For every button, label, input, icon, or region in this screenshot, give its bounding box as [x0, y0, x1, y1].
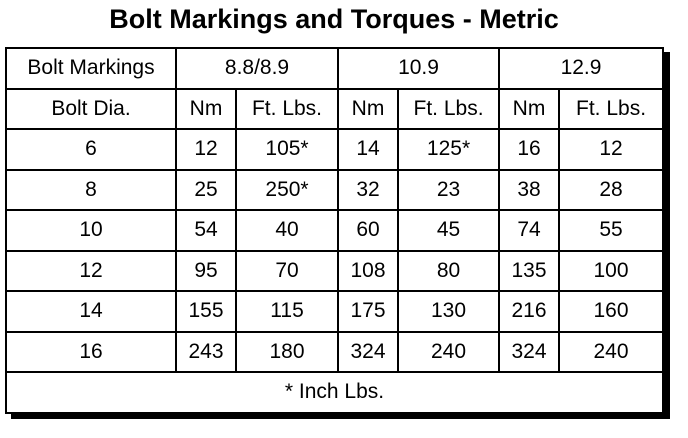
table-row: 10 54 40 60 45 74 55: [5, 209, 665, 252]
data-cell: 45: [397, 209, 501, 252]
subheader-cell: Nm: [498, 87, 561, 130]
data-cell: 55: [558, 209, 665, 252]
data-cell: 130: [397, 290, 501, 333]
table-row: 8 25 250* 32 23 38 28: [5, 168, 665, 211]
data-cell: 74: [498, 209, 561, 252]
data-cell: 14: [337, 128, 400, 171]
header-cell: 10.9: [337, 47, 501, 90]
data-cell: 180: [234, 330, 340, 373]
data-cell: 155: [175, 290, 237, 333]
subheader-cell: Ft. Lbs.: [397, 87, 501, 130]
data-cell: 12: [558, 128, 665, 171]
data-cell: 60: [337, 209, 400, 252]
data-cell: 25: [175, 168, 237, 211]
data-cell: 6: [5, 128, 177, 171]
data-cell: 12: [175, 128, 237, 171]
data-cell: 16: [5, 330, 177, 373]
data-cell: 324: [498, 330, 561, 373]
table-row: Bolt Markings 8.8/8.9 10.9 12.9: [5, 47, 665, 90]
data-cell: 243: [175, 330, 237, 373]
torque-table: Bolt Markings 8.8/8.9 10.9 12.9 Bolt Dia. Nm F…: [4, 47, 665, 414]
data-cell: 70: [234, 249, 340, 292]
subheader-cell: Nm: [175, 87, 237, 130]
subheader-cell: Ft. Lbs.: [234, 87, 340, 130]
subheader-cell: Bolt Dia.: [5, 87, 177, 130]
data-cell: 115: [234, 290, 340, 333]
data-cell: 175: [337, 290, 400, 333]
title: Bolt Markings and Torques - Metric: [109, 4, 559, 34]
data-cell: 216: [498, 290, 561, 333]
data-cell: 8: [5, 168, 177, 211]
data-cell: 12: [5, 249, 177, 292]
data-cell: 324: [337, 330, 400, 373]
data-cell: 240: [558, 330, 665, 373]
data-cell: 10: [5, 209, 177, 252]
header-cell: 12.9: [498, 47, 665, 90]
subheader-cell: Ft. Lbs.: [558, 87, 665, 130]
data-cell: 14: [5, 290, 177, 333]
data-cell: 80: [397, 249, 501, 292]
data-cell: 100: [558, 249, 665, 292]
table-row: * Inch Lbs.: [4, 371, 665, 414]
table-row: 12 95 70 108 80 135 100: [5, 249, 665, 292]
header-cell: 8.8/8.9: [174, 47, 340, 90]
data-cell: 40: [234, 209, 340, 252]
subheader-cell: Nm: [337, 87, 400, 130]
data-cell: 160: [558, 290, 665, 333]
table-row: Bolt Dia. Nm Ft. Lbs. Nm Ft. Lbs. Nm Ft. Lbs.: [5, 87, 665, 130]
data-cell: 54: [175, 209, 237, 252]
data-cell: 240: [397, 330, 501, 373]
table-row: 16 243 180 324 240 324 240: [5, 330, 665, 373]
data-cell: 135: [498, 249, 561, 292]
footnote: * Inch Lbs.: [4, 371, 665, 414]
data-cell: 28: [558, 168, 665, 211]
data-cell: 16: [498, 128, 561, 171]
data-cell: 125*: [397, 128, 501, 171]
data-cell: 32: [337, 168, 400, 211]
header-cell: Bolt Markings: [5, 47, 177, 90]
table-row: 14 155 115 175 130 216 160: [5, 290, 665, 333]
data-cell: 105*: [234, 128, 340, 171]
data-cell: 23: [397, 168, 501, 211]
data-cell: 38: [498, 168, 561, 211]
data-cell: 250*: [234, 168, 340, 211]
data-cell: 108: [337, 249, 400, 292]
data-cell: 95: [175, 249, 237, 292]
table-row: 6 12 105* 14 125* 16 12: [5, 128, 665, 171]
